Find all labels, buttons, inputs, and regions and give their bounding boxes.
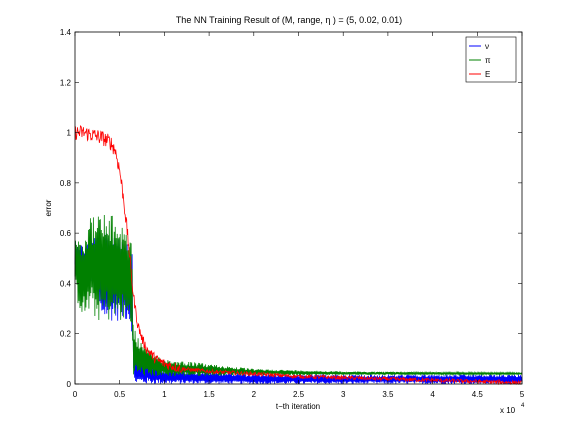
y-tick-label: 0.6	[60, 229, 72, 238]
x-multiplier-exponent: 4	[521, 403, 525, 409]
legend-label-e: E	[485, 70, 490, 79]
x-axis: 0 0.5 1 1.5 2 2.5 3 3.5 4 4.5 5	[73, 32, 525, 399]
x-tick-label: 4.5	[472, 390, 484, 399]
x-axis-label: t−th iteration	[276, 402, 320, 411]
chart-title: The NN Training Result of (M, range, η )…	[176, 15, 402, 25]
plot-area: 0 0.5 1 1.5 2 2.5 3 3.5 4 4.5 5 0 0.2 0.4 0.6 0.8 1 1.2 1…	[60, 28, 525, 399]
x-tick-label: 2	[252, 390, 257, 399]
axes-background	[75, 32, 522, 384]
y-axis: 0 0.2 0.4 0.6 0.8 1 1.2 1.4	[60, 28, 522, 389]
x-tick-label: 3	[341, 390, 346, 399]
y-axis-label: error	[44, 199, 53, 216]
x-tick-label: 1	[162, 390, 167, 399]
legend-entry-nu: ν	[469, 42, 489, 51]
x-tick-label: 0	[73, 390, 78, 399]
series-e	[74, 125, 523, 386]
x-axis-multiplier: x 10 4	[500, 403, 525, 415]
x-tick-label: 1.5	[204, 390, 216, 399]
legend-label-nu: ν	[485, 42, 489, 51]
y-tick-label: 0.4	[60, 279, 72, 288]
x-tick-label: 3.5	[382, 390, 394, 399]
x-tick-label: 2.5	[293, 390, 305, 399]
x-tick-label: 4	[430, 390, 435, 399]
x-tick-label: 5	[520, 390, 525, 399]
legend-entry-e: E	[469, 70, 490, 79]
y-tick-label: 0.8	[60, 179, 72, 188]
y-tick-label: 0.2	[60, 330, 72, 339]
x-tick-label: 0.5	[114, 390, 126, 399]
series-pi	[74, 215, 523, 377]
legend-label-pi: π	[485, 56, 491, 65]
y-tick-label: 0	[67, 380, 72, 389]
x-multiplier-text: x 10	[500, 406, 516, 415]
legend: ν π E	[465, 36, 517, 83]
legend-entry-pi: π	[469, 56, 491, 65]
y-tick-label: 1.2	[60, 78, 72, 87]
y-tick-label: 1	[67, 129, 72, 138]
y-tick-label: 1.4	[60, 28, 72, 37]
